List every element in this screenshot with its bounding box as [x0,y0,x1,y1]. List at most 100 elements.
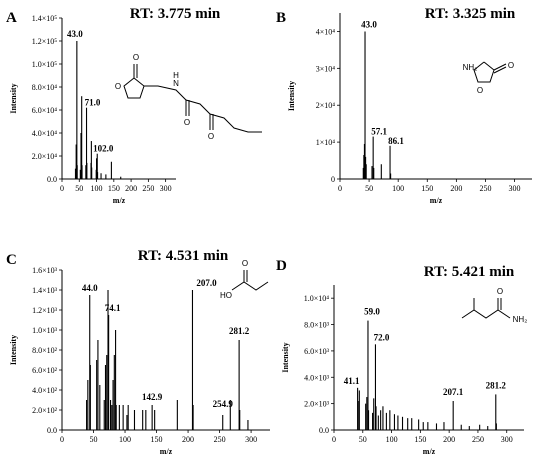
peak-label: 86.1 [388,136,404,146]
peak-label: 41.1 [344,376,360,386]
x-tick-label: 200 [182,435,194,444]
panel-label: B [276,10,286,26]
x-tick-label: 150 [414,435,426,444]
x-tick-label: 100 [386,435,398,444]
x-tick-label: 150 [421,184,433,193]
x-tick-label: 0 [332,435,336,444]
y-tick-label: 1.0×10⁴ [304,294,330,303]
panel-label: D [276,258,287,274]
panel-b: B RT: 3.325 min 0 50 100 150 200 250 300 0 1×10⁴ 2×… [276,6,532,205]
x-tick-label: 100 [392,184,404,193]
y-tick-label: 4.0×10² [32,386,58,395]
y-tick-label: 8.0×10² [32,346,58,355]
y-tick-label: 4.0×10³ [304,373,330,382]
atom-label: O [115,82,121,91]
peak-label: 281.2 [229,326,250,336]
atom-label: NH₂ [463,63,478,72]
atom-label: HO [220,291,232,300]
x-tick-label: 250 [472,435,484,444]
panel-c: C RT: 4.531 min 0 50 100 150 200 250 300 0.0 2.0×1… [6,248,270,456]
y-tick-label: 1×10⁴ [316,138,336,147]
y-tick-label: 4.0×10⁴ [32,129,58,138]
x-tick-label: 250 [142,184,154,193]
x-tick-label: 0 [338,184,342,193]
x-axis-label: m/z [430,196,443,205]
x-axis-label: m/z [113,196,126,205]
peak-label: 43.0 [361,19,377,29]
peak-label: 71.0 [85,98,101,108]
peak-label: 281.2 [486,380,507,390]
y-axis-label: Intensity [281,342,290,372]
peak-label: 207.1 [443,387,464,397]
y-tick-label: 8.0×10⁴ [32,83,58,92]
y-tick-label: 6.0×10³ [304,347,330,356]
y-tick-label: 2.0×10² [32,406,58,415]
y-tick-label: 1.0×10³ [32,326,58,335]
y-tick-label: 1.2×10⁵ [32,37,58,46]
panel-a: A RT: 3.775 min 0 50 100 150 200 250 300 0.0 2.0×1… [6,6,262,205]
peak-label: 74.1 [105,303,121,313]
retention-time-label: RT: 3.325 min [425,6,516,22]
y-tick-label: 0 [331,175,335,184]
y-tick-label: 6.0×10⁴ [32,106,58,115]
peak-label: 207.0 [196,278,217,288]
y-axis-label: Intensity [287,81,296,111]
panel-label: A [6,10,17,26]
y-tick-label: 0.0 [47,175,57,184]
retention-time-label: RT: 4.531 min [138,248,229,264]
x-tick-label: 300 [501,435,513,444]
atom-label: O [208,132,214,141]
y-tick-label: 2.0×10⁴ [32,152,58,161]
x-tick-label: 0 [60,435,64,444]
retention-time-label: RT: 5.421 min [424,264,515,280]
y-axis-label: Intensity [9,83,18,113]
x-tick-label: 300 [160,184,172,193]
x-tick-label: 0 [60,184,64,193]
atom-label: H [173,71,179,80]
y-tick-label: 1.0×10⁵ [32,60,58,69]
y-tick-label: 2×10⁴ [316,101,336,110]
panel-label: C [6,252,17,268]
atom-label: O [477,86,483,95]
y-tick-label: 6.0×10² [32,366,58,375]
atom-label: O [242,259,248,268]
peak-label: 44.0 [82,283,98,293]
x-tick-label: 300 [245,435,257,444]
y-axis-label: Intensity [9,335,18,365]
retention-time-label: RT: 3.775 min [130,6,221,22]
x-tick-label: 150 [151,435,163,444]
x-axis-label: m/z [423,447,436,456]
x-tick-label: 200 [443,435,455,444]
peak-label: 142.9 [142,392,163,402]
x-tick-label: 50 [75,184,83,193]
atom-label: NH₂ [513,315,528,324]
y-tick-label: 3×10⁴ [316,64,336,73]
x-tick-label: 50 [90,435,98,444]
x-axis-label: m/z [160,447,173,456]
y-tick-label: 1.4×10³ [32,286,58,295]
peak-label: 102.0 [93,144,114,154]
y-tick-label: 1.4×10⁵ [32,14,58,23]
y-tick-label: 0.0 [47,426,57,435]
y-tick-label: 0.0 [319,426,329,435]
atom-label: O [508,61,514,70]
x-tick-label: 200 [450,184,462,193]
x-tick-label: 300 [509,184,521,193]
panel-d: D RT: 5.421 min 0 50 100 150 200 250 300 0.0 2.0×1… [276,258,527,456]
atom-label: N [173,79,179,88]
x-tick-label: 50 [365,184,373,193]
x-tick-label: 100 [91,184,103,193]
chemical-structure-c: O HO [220,259,269,300]
y-tick-label: 4×10⁴ [316,27,336,36]
chemical-structure-b: NH₂ O O [463,61,514,95]
atom-label: O [133,53,139,62]
peak-label: 43.0 [67,29,83,39]
y-tick-label: 1.6×10³ [32,266,58,275]
x-tick-label: 100 [119,435,131,444]
peak-label: 57.1 [371,127,387,137]
y-tick-label: 8.0×10³ [304,321,330,330]
atom-label: O [184,118,190,127]
peak-label: 254.9 [213,399,234,409]
x-tick-label: 150 [108,184,120,193]
